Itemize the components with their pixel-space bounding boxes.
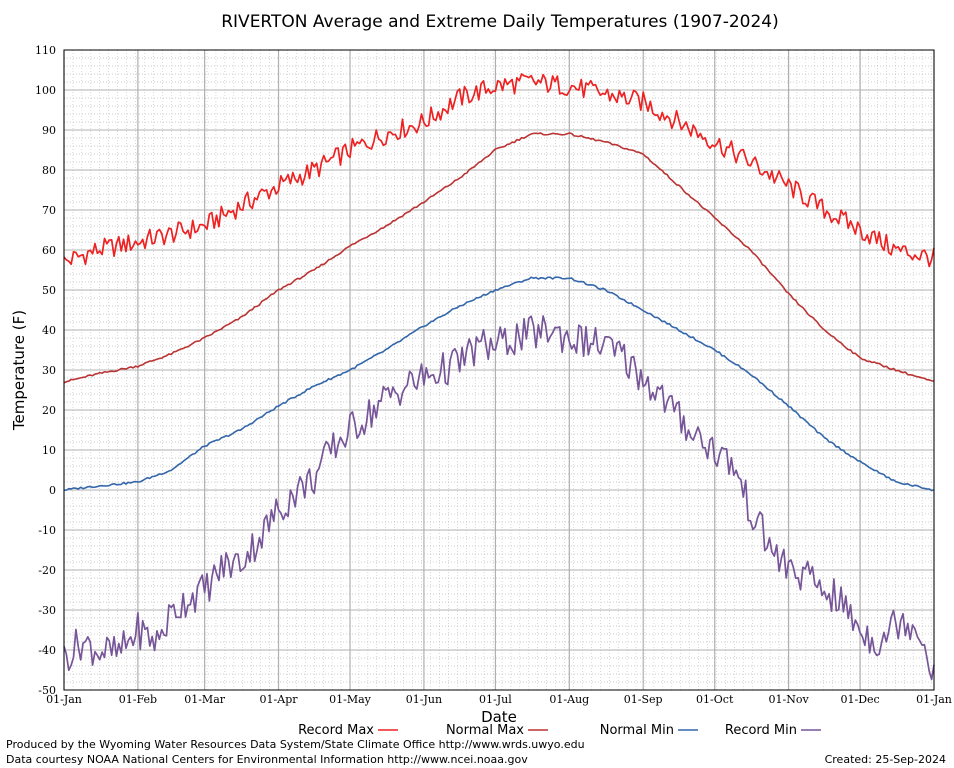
series-line-normal-max	[63, 132, 935, 384]
x-tick-label: 01-Jul	[479, 693, 512, 706]
x-tick-label: 01-Apr	[260, 693, 299, 706]
chart-title: RIVERTON Average and Extreme Daily Tempe…	[221, 12, 779, 32]
legend-label-record-max: Record Max	[298, 723, 374, 738]
y-tick-label: 100	[35, 84, 56, 97]
footer-producer: Produced by the Wyoming Water Resources …	[6, 738, 585, 751]
legend: Record Max Normal Max Normal Min Record …	[298, 723, 821, 738]
y-tick-label: 80	[42, 164, 56, 177]
y-tick-label: -50	[38, 684, 56, 697]
legend-label-record-min: Record Min	[725, 723, 797, 738]
series-line-record-min	[63, 315, 935, 681]
x-tick-label: 01-Dec	[841, 693, 880, 706]
x-tick-label: 01-Mar	[184, 693, 226, 706]
y-tick-label: 60	[42, 244, 56, 257]
minor-grid	[63, 50, 934, 690]
x-tick-label: 01-May	[329, 693, 372, 706]
legend-label-normal-max: Normal Max	[446, 723, 524, 738]
y-tick-label: 40	[42, 324, 56, 337]
y-tick-label: -40	[38, 644, 56, 657]
y-tick-label: 0	[49, 484, 56, 497]
x-tick-label: 01-Jan	[46, 693, 82, 706]
legend-item-record-max: Record Max	[298, 723, 398, 738]
series-line-record-max	[63, 73, 935, 268]
x-tick-label: 01-Jan	[916, 693, 952, 706]
footer-created-date: Created: 25-Sep-2024	[825, 753, 946, 766]
legend-item-normal-max: Normal Max	[446, 723, 548, 738]
series-line-normal-min	[63, 276, 935, 492]
y-tick-label: 20	[42, 404, 56, 417]
x-axis-ticks: 01-Jan 01-Feb 01-Mar 01-Apr 01-May 01-Jun 01-J…	[46, 693, 952, 706]
x-axis-label: Date	[481, 708, 517, 726]
y-tick-label: -30	[38, 604, 56, 617]
y-tick-label: 30	[42, 364, 56, 377]
y-tick-label: 70	[42, 204, 56, 217]
footer-data-credit: Data courtesy NOAA National Centers for …	[6, 753, 528, 766]
x-tick-label: 01-Aug	[549, 693, 589, 706]
y-tick-label: -10	[38, 524, 56, 537]
x-tick-label: 01-Nov	[769, 693, 810, 706]
x-tick-label: 01-Oct	[696, 693, 734, 706]
y-tick-label: 110	[35, 44, 56, 57]
legend-label-normal-min: Normal Min	[600, 723, 674, 738]
y-axis-ticks: -50 -40 -30 -20 -10 0 10 20 30 40 50 60 70 80 90 100 110	[35, 44, 56, 697]
x-tick-label: 01-Jun	[406, 693, 442, 706]
y-tick-label: 90	[42, 124, 56, 137]
plot-area	[63, 49, 935, 691]
legend-item-record-min: Record Min	[725, 723, 821, 738]
series-lines	[63, 73, 935, 681]
y-tick-label: 50	[42, 284, 56, 297]
y-tick-label: 10	[42, 444, 56, 457]
y-axis-label: Temperature (F)	[10, 310, 28, 431]
x-tick-label: 01-Sep	[624, 693, 663, 706]
y-tick-label: -20	[38, 564, 56, 577]
x-tick-label: 01-Feb	[119, 693, 157, 706]
legend-item-normal-min: Normal Min	[600, 723, 698, 738]
